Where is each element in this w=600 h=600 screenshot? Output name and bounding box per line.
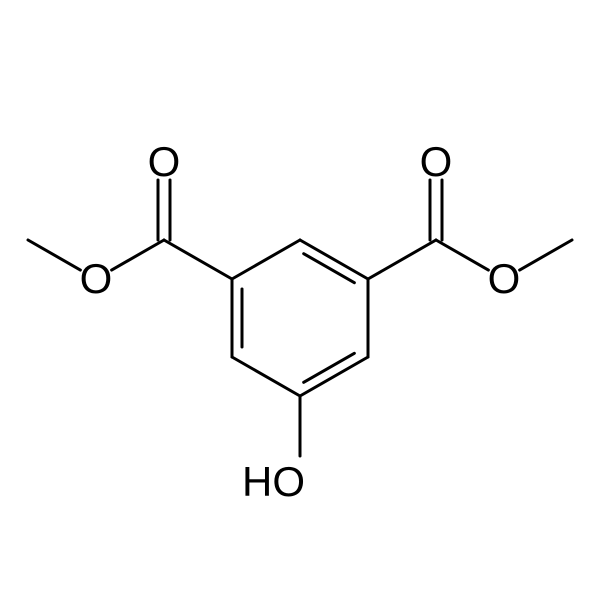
atom-label-O8: O xyxy=(148,138,181,185)
atom-label-O13: O xyxy=(488,255,521,302)
atom-label-HO: HO xyxy=(242,458,305,505)
atom-label-O9: O xyxy=(80,255,113,302)
atom-label-O12: O xyxy=(420,138,453,185)
molecule-diagram: O O O O HO xyxy=(0,0,600,600)
